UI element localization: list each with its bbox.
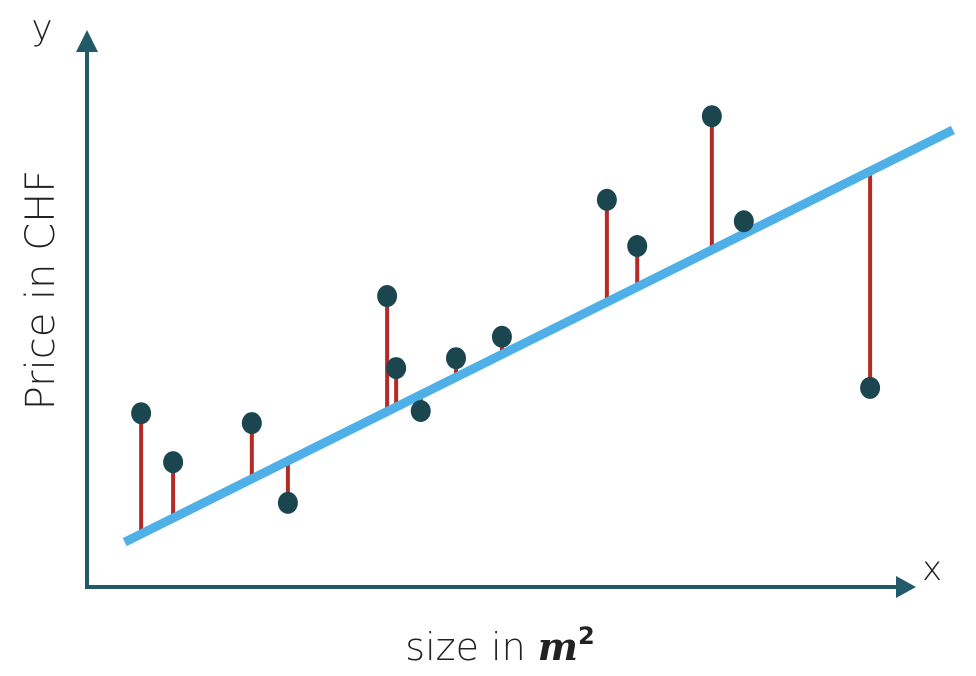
y-axis-letter: y	[31, 8, 52, 49]
data-point	[410, 400, 431, 422]
data-point	[733, 210, 754, 233]
data-point	[627, 235, 648, 257]
data-point	[131, 402, 152, 425]
data-point	[446, 347, 466, 370]
axes	[76, 30, 916, 598]
x-label-unit: m	[538, 624, 578, 669]
x-label-text: size in	[405, 625, 525, 669]
data-point	[163, 451, 184, 474]
data-point	[701, 105, 722, 128]
x-axis-label: size in m2	[405, 622, 594, 669]
data-point	[860, 376, 881, 399]
data-point	[491, 325, 512, 348]
y-axis-label: Price in CHF	[18, 170, 64, 411]
fit-line	[122, 125, 955, 547]
data-point	[596, 188, 617, 211]
y-arrow	[76, 30, 98, 52]
x-arrow	[896, 576, 916, 598]
data-point	[241, 412, 262, 435]
x-axis-letter: x	[922, 549, 942, 589]
data-point	[386, 357, 407, 380]
x-label-exp: 2	[578, 622, 595, 650]
data-point	[377, 285, 398, 308]
data-point	[277, 491, 298, 514]
